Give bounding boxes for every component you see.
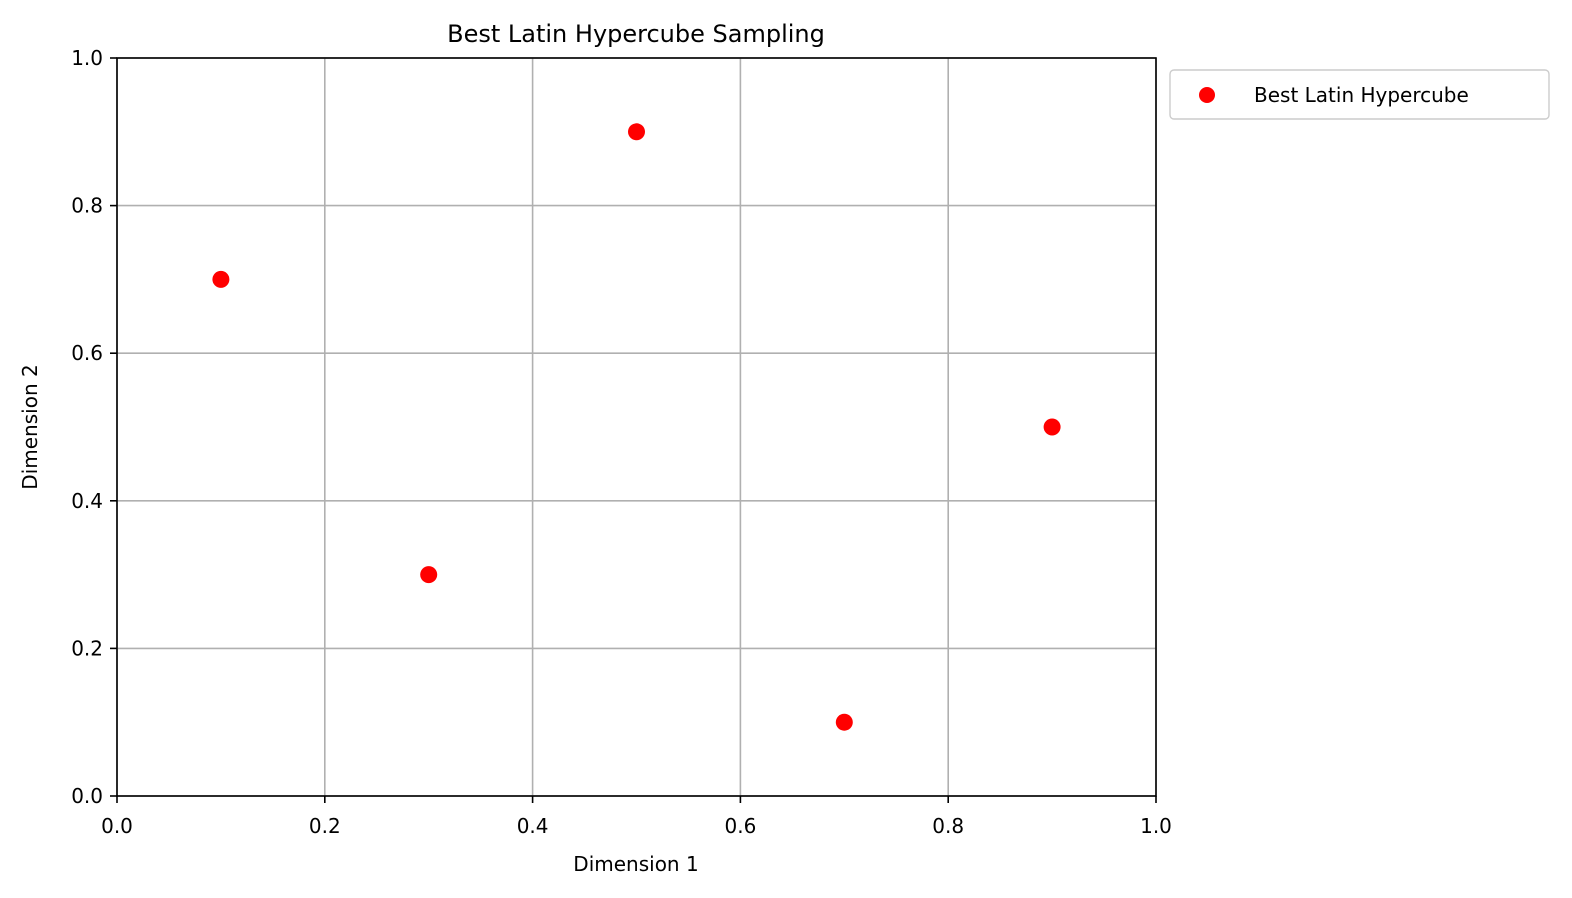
y-tick-label: 1.0 <box>71 46 103 70</box>
y-tick-label: 0.2 <box>71 636 103 660</box>
legend-box <box>1169 69 1550 120</box>
legend: Best Latin Hypercube <box>1169 69 1550 120</box>
y-tick-label: 0.4 <box>71 489 103 513</box>
axis-ticks: 0.0 0.2 0.4 0.6 0.8 1.0 0.0 0.2 0.4 0.6 0.8 1.0 <box>71 46 1172 838</box>
data-point <box>212 270 230 288</box>
x-tick-label: 0.6 <box>724 814 756 838</box>
x-axis-label: Dimension 1 <box>573 852 698 876</box>
data-point <box>1043 418 1061 436</box>
data-point <box>420 566 438 584</box>
x-tick-label: 0.8 <box>932 814 964 838</box>
chart-title: Best Latin Hypercube Sampling <box>447 20 825 48</box>
y-axis-label: Dimension 2 <box>18 364 42 489</box>
y-tick-label: 0.8 <box>71 194 103 218</box>
data-points <box>212 123 1061 731</box>
x-tick-label: 0.4 <box>517 814 549 838</box>
x-tick-label: 1.0 <box>1140 814 1172 838</box>
x-tick-label: 0.0 <box>101 814 133 838</box>
plot-area-frame <box>116 57 1157 797</box>
data-point <box>628 123 645 141</box>
legend-marker <box>1199 87 1215 103</box>
y-tick-label: 0.0 <box>71 784 103 808</box>
legend-label: Best Latin Hypercube <box>1254 83 1469 107</box>
x-tick-label: 0.2 <box>309 814 341 838</box>
y-tick-label: 0.6 <box>71 341 103 365</box>
data-point <box>835 713 853 731</box>
